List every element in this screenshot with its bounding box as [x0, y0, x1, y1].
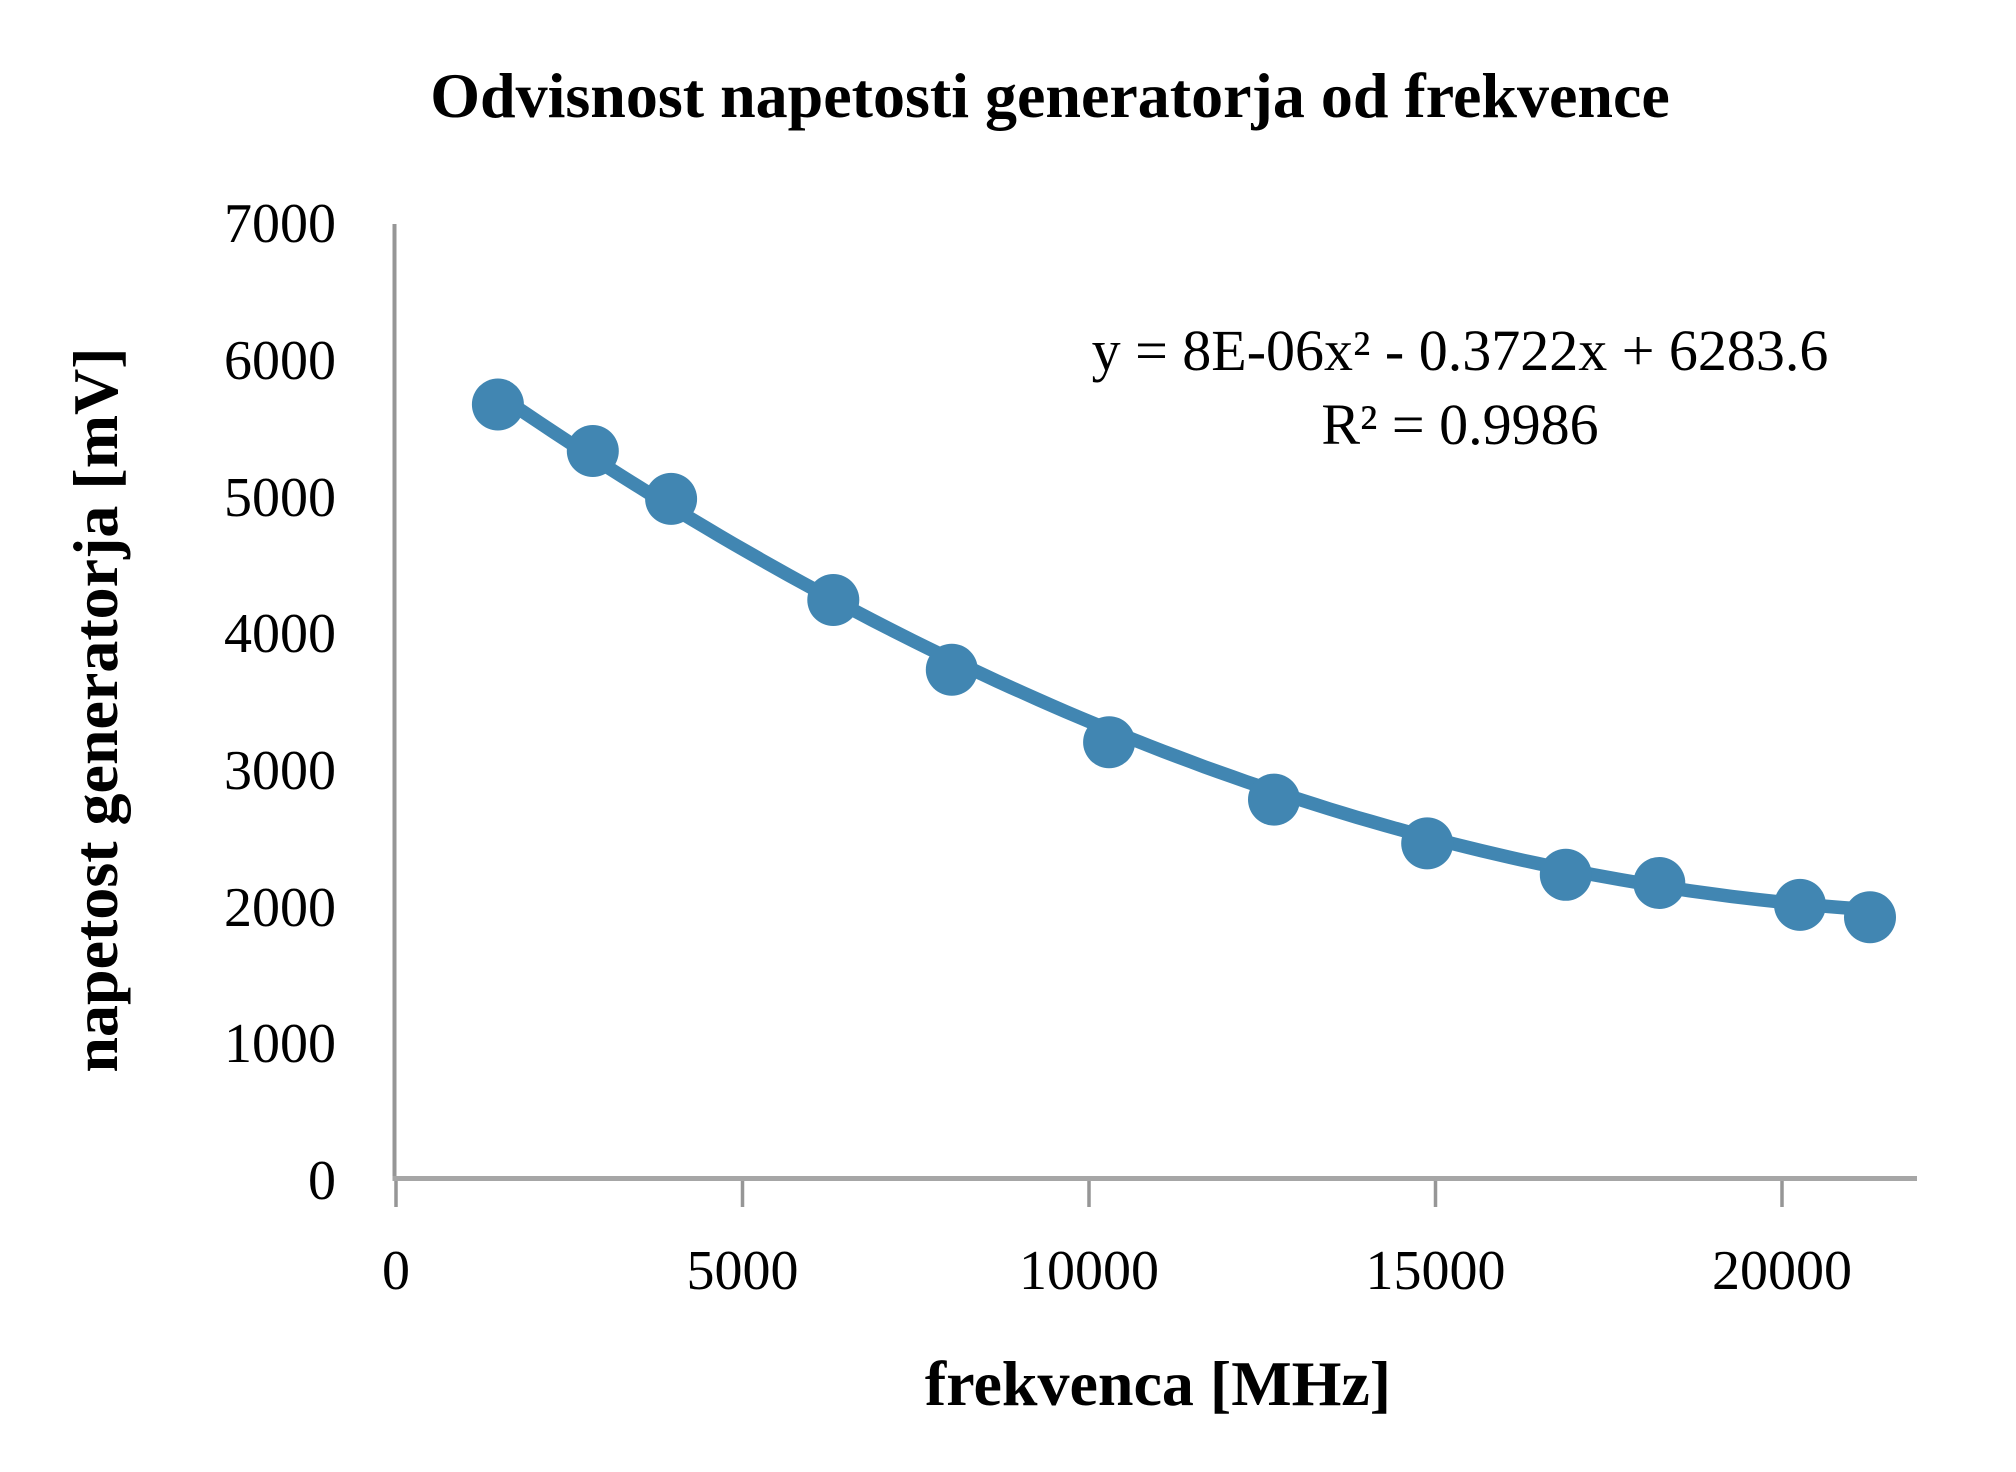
- trendline-equation-line1: y = 8E-06x² - 0.3722x + 6283.6: [1091, 318, 1829, 383]
- data-point-marker: [1633, 857, 1686, 909]
- x-axis-tick-label: 10000: [1019, 1240, 1159, 1302]
- data-point-marker: [1248, 773, 1300, 826]
- x-axis-tick-mark: [740, 1181, 745, 1207]
- x-axis-tick-label: 0: [382, 1240, 410, 1302]
- data-point-marker: [807, 574, 860, 626]
- x-axis-tick-mark: [1780, 1181, 1784, 1207]
- trendline-equation: y = 8E-06x² - 0.3722x + 6283.6 R² = 0.99…: [1092, 314, 1829, 462]
- y-axis-title: napetost generatorja [mV]: [60, 347, 131, 1073]
- x-axis-tick-label: 15000: [1365, 1240, 1506, 1302]
- data-point-marker: [1774, 878, 1826, 931]
- y-axis-tick-label: 7000: [224, 193, 336, 256]
- x-axis-tick-mark: [394, 1181, 398, 1207]
- y-axis-tick-label: 0: [308, 1150, 336, 1212]
- x-axis-tick-label: 20000: [1712, 1240, 1852, 1302]
- data-point-marker: [1401, 817, 1454, 870]
- trendline-r-squared: R² = 0.9986: [1321, 392, 1599, 458]
- x-axis-tick-label: 5000: [686, 1240, 799, 1302]
- y-axis-tick-label: 4000: [224, 603, 336, 666]
- data-point-marker: [1539, 848, 1592, 901]
- data-point-marker: [1083, 716, 1136, 769]
- x-axis-tick-mark: [1087, 1181, 1091, 1207]
- x-axis-tick-mark: [1433, 1181, 1438, 1207]
- data-point-marker: [566, 425, 619, 477]
- y-axis-tick-label: 2000: [224, 876, 336, 939]
- x-axis-line: [392, 1176, 1917, 1181]
- data-point-marker: [925, 643, 978, 696]
- y-axis-tick-label: 3000: [224, 739, 336, 802]
- data-point-marker: [471, 378, 524, 431]
- chart-title: Odvisnost napetosti generatorja od frekv…: [430, 60, 1670, 131]
- y-axis-tick-label: 5000: [224, 466, 336, 529]
- data-point-marker: [645, 472, 698, 525]
- x-axis-title: frekvenca [MHz]: [924, 1348, 1392, 1419]
- y-axis-tick-label: 1000: [224, 1013, 336, 1076]
- data-point-marker: [1844, 891, 1896, 944]
- trendline-curve: [491, 387, 1877, 917]
- y-axis-tick-label: 6000: [224, 329, 336, 392]
- y-axis-line: [392, 224, 397, 1181]
